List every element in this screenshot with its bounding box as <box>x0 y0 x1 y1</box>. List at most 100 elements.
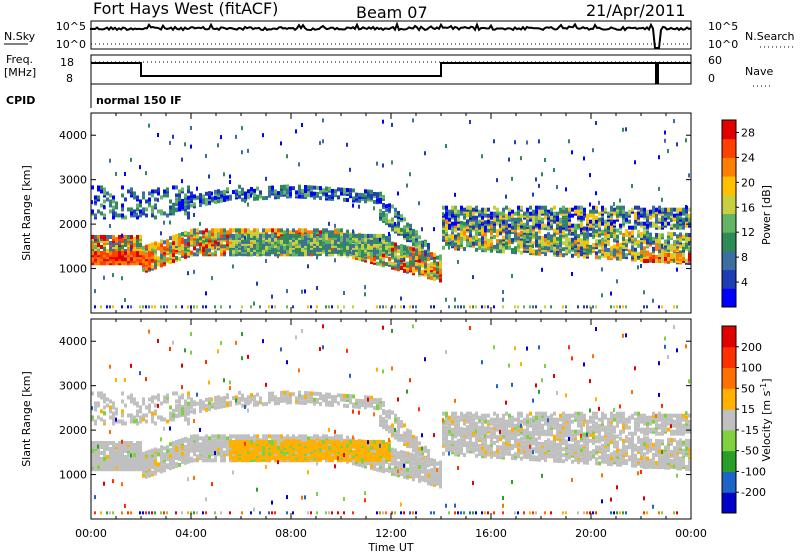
power-cell <box>604 253 607 258</box>
velocity-cell <box>166 449 169 454</box>
power-cell <box>466 205 469 210</box>
power-cell <box>295 129 297 134</box>
power-cell <box>670 218 672 223</box>
power-cell <box>556 228 559 233</box>
velocity-cell <box>184 417 187 422</box>
power-cell <box>445 219 448 224</box>
power-cell <box>619 250 622 255</box>
power-cell <box>517 305 519 309</box>
power-cell <box>550 207 553 212</box>
power-cell <box>94 251 97 256</box>
power-cell <box>388 256 391 261</box>
power-cell <box>487 207 490 212</box>
velocity-cell <box>193 475 195 480</box>
power-cell <box>550 246 553 251</box>
power-cell <box>541 235 544 240</box>
power-cell <box>154 241 157 246</box>
velocity-cell <box>151 461 154 466</box>
power-cell <box>175 256 178 261</box>
power-cell <box>682 253 685 257</box>
power-cell <box>598 223 601 228</box>
velocity-cell <box>256 400 259 405</box>
velocity-cell <box>229 400 232 405</box>
power-cell <box>502 207 505 212</box>
velocity-cell <box>232 452 235 457</box>
nsky-label: N.Sky <box>4 30 36 43</box>
power-cell <box>559 217 562 222</box>
power-cell <box>160 239 163 244</box>
power-cell <box>556 223 559 228</box>
power-cell <box>292 186 295 191</box>
power-cell <box>280 235 283 240</box>
power-cell <box>148 247 151 252</box>
power-cell <box>184 193 187 198</box>
power-cell <box>127 251 130 256</box>
power-cell <box>493 217 496 222</box>
power-cell <box>508 223 511 228</box>
power-cell <box>601 267 603 272</box>
power-cell <box>670 211 673 216</box>
power-cell <box>625 211 628 216</box>
power-cell <box>286 252 289 257</box>
velocity-cell <box>250 439 253 444</box>
power-cell <box>457 209 460 214</box>
power-cell <box>589 202 591 207</box>
power-cell <box>454 221 457 226</box>
power-cell <box>151 255 154 260</box>
power-cell <box>262 133 264 138</box>
power-cell <box>187 231 190 236</box>
power-cell <box>580 250 583 255</box>
power-cell <box>439 260 442 265</box>
velocity-cell <box>106 441 109 445</box>
velocity-cell <box>226 401 229 406</box>
power-cell <box>544 157 546 162</box>
power-cell <box>517 205 520 210</box>
velocity-cell <box>196 454 199 459</box>
power-cell <box>205 238 208 243</box>
velocity-cell <box>172 417 175 422</box>
velocity-cell <box>91 391 94 396</box>
velocity-cell <box>133 443 136 447</box>
power-cell <box>130 207 133 212</box>
power-cell <box>226 195 229 200</box>
power-cell <box>538 223 541 228</box>
velocity-cell <box>136 401 139 406</box>
velocity-cell <box>202 458 205 463</box>
power-cell <box>295 244 298 249</box>
velocity-cell <box>142 457 145 462</box>
power-cell <box>103 213 106 218</box>
power-cell <box>598 227 601 232</box>
power-cell <box>601 221 604 226</box>
colorbar-segment <box>722 288 736 308</box>
velocity-cell <box>241 332 243 337</box>
power-cell <box>130 211 133 216</box>
power-cell <box>133 247 136 251</box>
power-cell <box>232 190 235 195</box>
power-cell <box>136 235 139 239</box>
power-cell <box>499 249 502 254</box>
power-cell <box>661 259 664 263</box>
power-cell <box>538 227 541 232</box>
power-cell <box>259 233 262 238</box>
noise-tick-right-bottom: 10^0 <box>708 38 738 51</box>
velocity-cell <box>244 404 246 409</box>
power-cell <box>283 184 286 189</box>
power-cell <box>121 239 124 243</box>
power-cell <box>91 209 94 214</box>
power-cell <box>634 215 637 220</box>
power-cell <box>511 176 513 181</box>
power-cell <box>481 230 484 235</box>
power-cell <box>460 225 463 230</box>
power-cell <box>622 305 624 309</box>
power-cell <box>178 242 181 247</box>
power-cell <box>562 247 565 252</box>
velocity-cell <box>145 377 147 382</box>
power-cell <box>241 305 243 309</box>
power-cell <box>169 140 171 145</box>
velocity-cell <box>91 455 94 459</box>
velocity-cell <box>130 363 132 368</box>
power-cell <box>592 217 595 222</box>
power-cell <box>331 246 334 251</box>
power-cell <box>538 209 541 214</box>
power-cell <box>352 255 355 260</box>
